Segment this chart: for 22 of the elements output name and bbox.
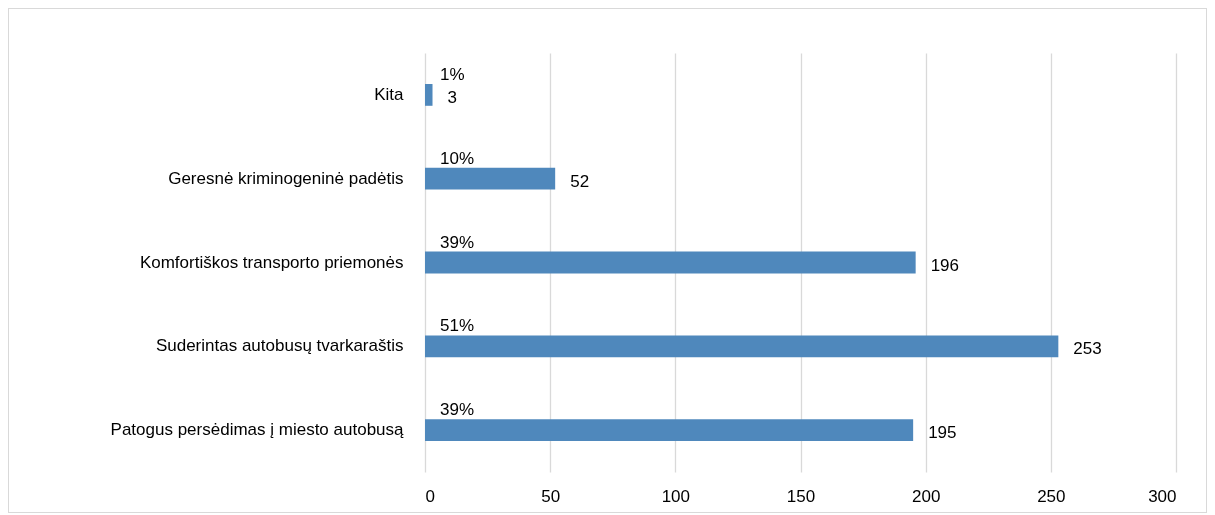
- annotation: 39%: [440, 400, 475, 420]
- y-tick-label: Suderintas autobusų tvarkaraštis: [155, 336, 404, 356]
- annotation: 1%: [440, 64, 465, 84]
- x-tick-label: 100: [661, 486, 691, 506]
- data-label: 253: [1073, 339, 1102, 359]
- x-tick-label: 50: [541, 486, 561, 506]
- data-label: 196: [930, 255, 960, 275]
- x-tick-label: 200: [911, 486, 941, 506]
- y-tick-label: Komfortiškos transporto priemonės: [139, 252, 404, 272]
- y-tick-label: Patogus persėdimas į miesto autobusą: [110, 420, 405, 440]
- annotation: 51%: [440, 316, 475, 336]
- data-label: 52: [570, 171, 590, 191]
- x-tick-label: 150: [786, 486, 816, 506]
- y-tick-label: Geresnė kriminogeninė padėtis: [168, 168, 404, 188]
- x-tick-label: 0: [425, 486, 435, 506]
- x-tick-label: 300: [1148, 486, 1177, 506]
- data-label: 3: [447, 87, 457, 107]
- y-tick-label: Kita: [374, 84, 405, 104]
- data-label: 195: [928, 423, 957, 443]
- annotation: 10%: [440, 148, 475, 168]
- annotation: 39%: [440, 232, 475, 252]
- x-tick-label: 250: [1037, 486, 1066, 506]
